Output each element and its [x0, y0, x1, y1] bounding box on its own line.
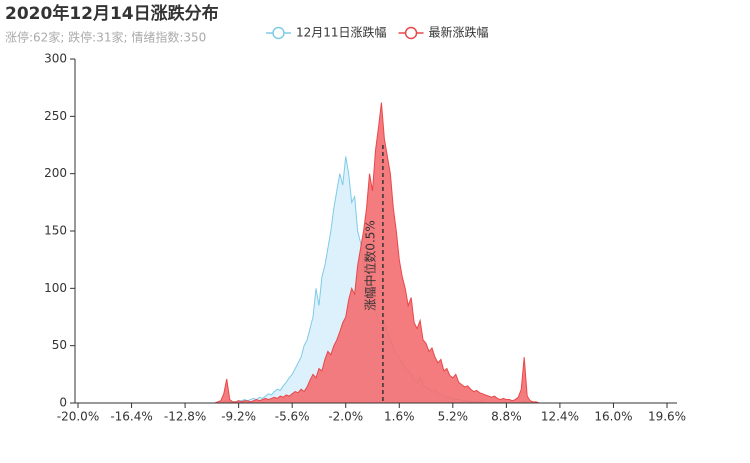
- legend-symbol: [272, 26, 285, 40]
- legend-label: 最新涨跌幅: [429, 25, 489, 40]
- series-area: [211, 102, 540, 403]
- x-tick-label: -5.6%: [275, 410, 310, 424]
- x-tick-label: -2.0%: [328, 410, 363, 424]
- y-tick-label: 0: [59, 396, 67, 410]
- legend-item[interactable]: 最新涨跌幅: [398, 25, 489, 40]
- x-tick-label: 16.0%: [594, 410, 632, 424]
- x-tick-label: 5.2%: [438, 410, 469, 424]
- legend-label: 12月11日涨跌幅: [296, 25, 387, 40]
- chart-subtitle: 涨停:62家; 跌停:31家; 情绪指数:350: [5, 30, 206, 45]
- y-tick-label: 50: [52, 338, 67, 352]
- x-tick-label: 1.6%: [384, 410, 415, 424]
- y-tick-label: 100: [44, 281, 67, 295]
- chart-title: 2020年12月14日涨跌分布: [5, 3, 219, 24]
- legend-symbol: [404, 26, 418, 40]
- x-tick-label: -20.0%: [57, 410, 99, 424]
- y-tick-label: 250: [44, 109, 67, 123]
- x-tick-label: 12.4%: [541, 410, 579, 424]
- y-tick-label: 150: [44, 224, 67, 238]
- x-tick-label: 8.8%: [491, 410, 522, 424]
- x-tick-label: -9.2%: [221, 410, 256, 424]
- y-tick-label: 300: [44, 52, 67, 66]
- x-tick-label: -12.8%: [164, 410, 206, 424]
- legend-item[interactable]: 12月11日涨跌幅: [266, 25, 387, 40]
- x-tick-label: -16.4%: [110, 410, 152, 424]
- x-tick-label: 19.6%: [648, 410, 686, 424]
- y-tick-label: 200: [44, 166, 67, 180]
- median-label: 涨幅中位数0.5%: [362, 220, 377, 311]
- series-line: [211, 102, 540, 404]
